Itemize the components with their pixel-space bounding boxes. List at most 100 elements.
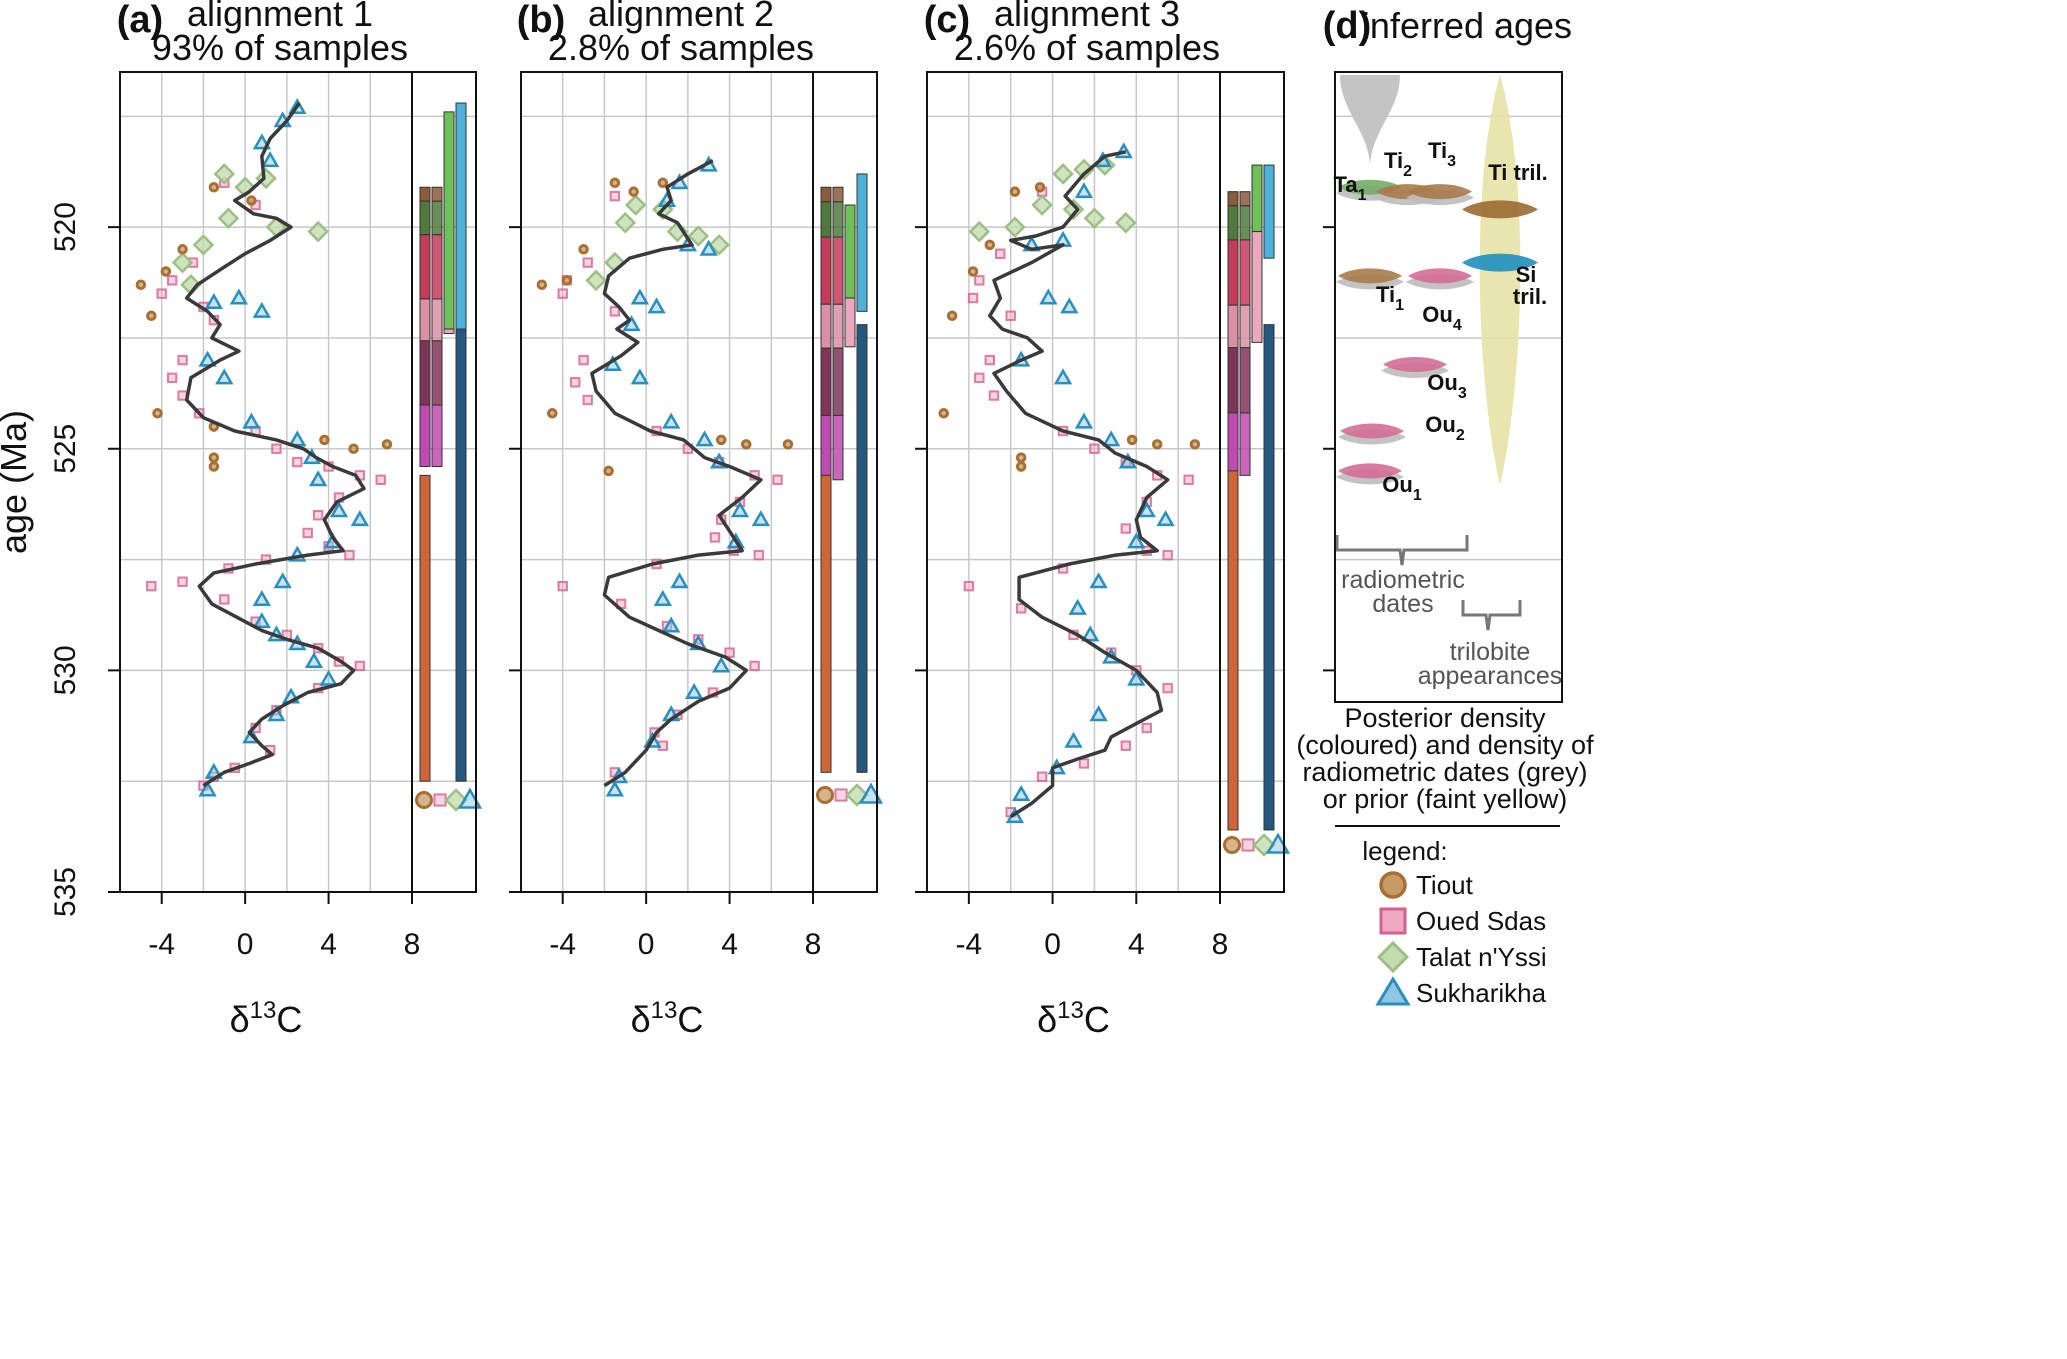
sukharikha-point	[647, 297, 666, 314]
bar-markers	[1223, 832, 1291, 857]
bar-talat	[443, 111, 455, 330]
bar-sukharikha-upper	[455, 102, 467, 330]
sukharikha-point	[273, 572, 292, 589]
bar-tiout	[419, 474, 431, 782]
radiometric-density-top	[1340, 75, 1400, 165]
sukharikha-point	[605, 780, 625, 797]
oued-sdas-point	[1015, 603, 1027, 614]
oued-sdas-point	[312, 510, 324, 521]
bar-oued-segment-2	[1239, 347, 1251, 414]
sukharikha-point	[1074, 182, 1094, 199]
sukharikha-point	[1053, 368, 1073, 385]
caption-line: Posterior density	[1344, 703, 1546, 733]
bar-talat-lower	[844, 297, 856, 348]
y-tick-label: 530	[49, 645, 82, 695]
tiout-point	[1223, 836, 1241, 854]
plot-frame	[926, 71, 1221, 893]
tiout-point	[160, 266, 172, 277]
talat-point	[255, 167, 277, 190]
sukharikha-point	[1074, 412, 1094, 429]
talat-point	[708, 234, 730, 256]
y-tick-label: 535	[49, 867, 82, 917]
x-tick-label: 0	[1044, 928, 1061, 961]
tiout-point	[381, 439, 393, 450]
data-points	[135, 97, 393, 797]
bar-oued-segment	[820, 236, 832, 305]
violin-label-sub: 1	[1358, 187, 1367, 204]
sukharikha-point	[1102, 430, 1121, 447]
violin-label-main: Ti	[1376, 282, 1395, 307]
oued-sdas-point	[1183, 474, 1194, 485]
sukharikha-point	[712, 656, 731, 673]
trilobite-brace	[1461, 600, 1522, 631]
x-label-tail: C	[276, 999, 302, 1040]
x-tick-label: 4	[1128, 928, 1145, 961]
bar-oued-segment-2	[1239, 191, 1251, 207]
x-tick-label: 8	[1212, 928, 1229, 961]
oued-sdas-point	[709, 532, 721, 543]
bar-talat-lower	[443, 328, 455, 335]
caption-line: (coloured) and density of	[1296, 730, 1594, 760]
trilobite-label-si-2: tril.	[1513, 284, 1547, 309]
trilobite-violin	[1462, 200, 1538, 219]
bar-oued-segment	[1227, 239, 1239, 306]
violin-label: Ti3	[1428, 138, 1456, 170]
y-tick-label: 520	[49, 202, 82, 252]
violin-label-main: Ou	[1382, 472, 1413, 497]
bar-tiout	[820, 474, 832, 773]
legend-marker-sukharikha	[1375, 976, 1411, 1006]
oued-sdas-point	[166, 275, 178, 286]
bar-frame	[812, 71, 878, 893]
sukharikha-point	[670, 572, 689, 589]
oued-sdas-point	[1005, 310, 1016, 321]
violin-label-sub: 2	[1456, 427, 1465, 444]
oued-sdas-point	[749, 660, 760, 672]
x-axis-label: δ13C	[230, 997, 303, 1040]
prior-violin	[1479, 75, 1521, 485]
bar-oued-segment-2	[431, 200, 443, 236]
oued-sdas-point	[963, 580, 975, 592]
bar-oued-segment	[419, 340, 431, 406]
sukharikha-point	[319, 669, 338, 686]
median-curve	[988, 150, 1170, 819]
range-bars	[419, 102, 467, 782]
bar-sukharikha	[1263, 324, 1275, 831]
bar-oued-segment-2	[832, 186, 844, 203]
violin-label-main: Ou	[1422, 302, 1453, 327]
sukharikha-point	[622, 315, 641, 332]
oued-sdas-point	[1162, 682, 1173, 694]
oued-sdas-point	[156, 288, 167, 299]
bar-oued-segment	[419, 298, 431, 342]
violin-label-sub: 1	[1395, 297, 1404, 314]
bar-oued-segment-2	[832, 414, 844, 481]
sukharikha-point	[653, 589, 672, 606]
oued-sdas-point	[1141, 722, 1152, 734]
legend-marker-talat	[1376, 940, 1410, 974]
tiout-point	[741, 439, 752, 450]
sukharikha-point	[252, 589, 271, 606]
panel-tag: (a)	[117, 0, 163, 41]
bar-oued-segment-2	[431, 186, 443, 202]
oued-sdas-point	[177, 576, 188, 587]
tiout-point	[1009, 186, 1021, 197]
legend-title: legend:	[1362, 836, 1447, 866]
violin-label: Ou1	[1382, 472, 1422, 504]
oued-sdas-point	[344, 549, 355, 561]
sukharikha-point	[1081, 625, 1100, 642]
sukharikha-point	[242, 412, 261, 429]
oued-sdas-point	[609, 190, 621, 202]
bar-oued-segment	[419, 186, 431, 202]
tiout-point	[152, 408, 163, 419]
violin-label-sub: 3	[1458, 385, 1467, 402]
trilobite-label-1: trilobite	[1450, 638, 1531, 666]
legend-marker-oued	[1379, 907, 1407, 935]
talat-point	[1052, 163, 1074, 185]
tiout-point	[208, 452, 220, 463]
oued-sdas-point	[1241, 838, 1255, 852]
tiout-point	[578, 244, 589, 255]
sukharikha-point	[261, 151, 280, 168]
sukharikha-point	[630, 288, 650, 305]
sukharikha-point	[304, 651, 324, 669]
oued-sdas-point	[557, 580, 568, 592]
